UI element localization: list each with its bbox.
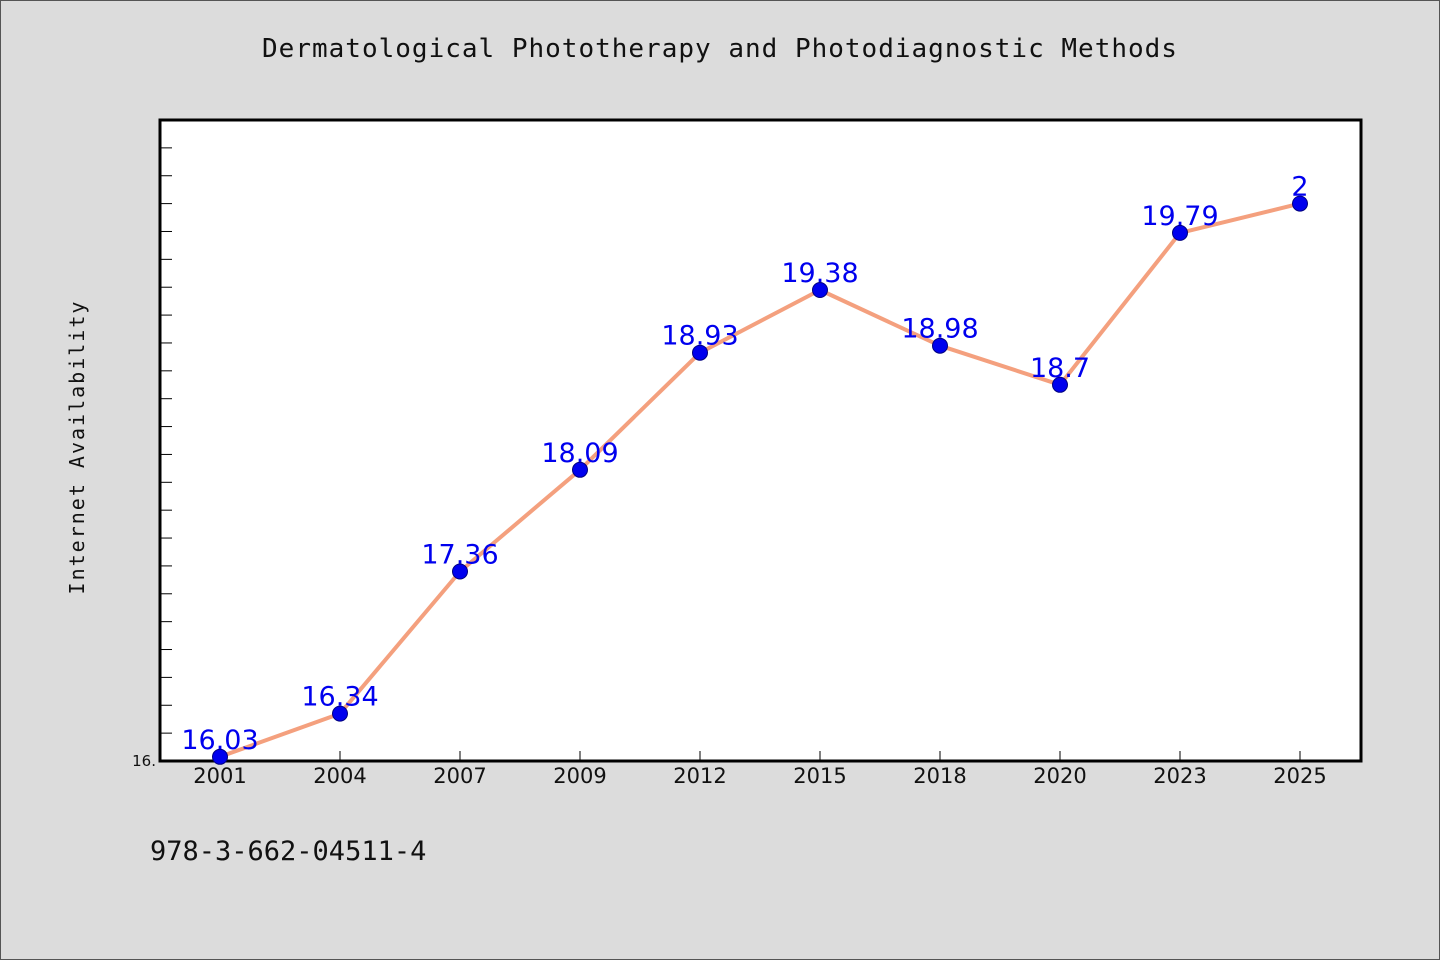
data-point-marker — [212, 748, 228, 765]
x-axis-ticks: 2001 2004 2007 2009 2012 2015 2018 2020 2023 2025 — [193, 751, 1327, 788]
chart-title: Dermatological Phototherapy and Photodia… — [262, 34, 1178, 64]
x-tick-label: 2001 — [193, 764, 246, 788]
x-tick-label: 2012 — [673, 764, 726, 788]
data-point-marker — [332, 705, 348, 722]
data-point-marker — [1052, 376, 1068, 393]
x-tick-label: 2009 — [553, 764, 606, 788]
data-point-marker — [812, 282, 828, 298]
data-point-marker — [1292, 195, 1308, 212]
plot-area — [158, 118, 1363, 763]
x-tick-label: 2004 — [313, 764, 366, 788]
data-label: 16.34 — [301, 682, 378, 713]
data-label: 18.98 — [901, 314, 978, 345]
x-tick-label: 2023 — [1153, 764, 1206, 788]
data-label: 17.36 — [421, 540, 498, 571]
data-label: 18.93 — [661, 321, 738, 352]
x-tick-label: 2020 — [1033, 764, 1086, 788]
data-point-marker — [692, 344, 708, 361]
x-tick-label: 2018 — [913, 764, 966, 788]
data-point-marker — [572, 461, 588, 478]
data-point-marker — [932, 337, 948, 354]
y-tick-label: 16. — [132, 752, 156, 770]
data-label: 2 — [1291, 172, 1308, 203]
data-label: 16.03 — [181, 725, 258, 756]
series-markers — [212, 195, 1308, 765]
x-tick-label: 2015 — [793, 764, 846, 788]
data-labels: 16.03 16.34 17.36 18.09 18.93 19.38 18.98 18.7 1… — [181, 172, 1308, 756]
x-tick-label: 2025 — [1273, 764, 1326, 788]
data-point-marker — [1172, 224, 1188, 241]
data-label: 18.09 — [541, 438, 618, 469]
data-label: 19.38 — [781, 258, 858, 289]
series-line — [218, 201, 1302, 759]
data-label: 18.7 — [1030, 353, 1090, 384]
data-point-marker — [452, 563, 468, 580]
isbn-text: 978-3-662-04511-4 — [150, 836, 427, 867]
data-label: 19.79 — [1141, 201, 1218, 232]
y-axis-ticks: 16. — [132, 147, 172, 770]
x-tick-label: 2007 — [433, 764, 486, 788]
